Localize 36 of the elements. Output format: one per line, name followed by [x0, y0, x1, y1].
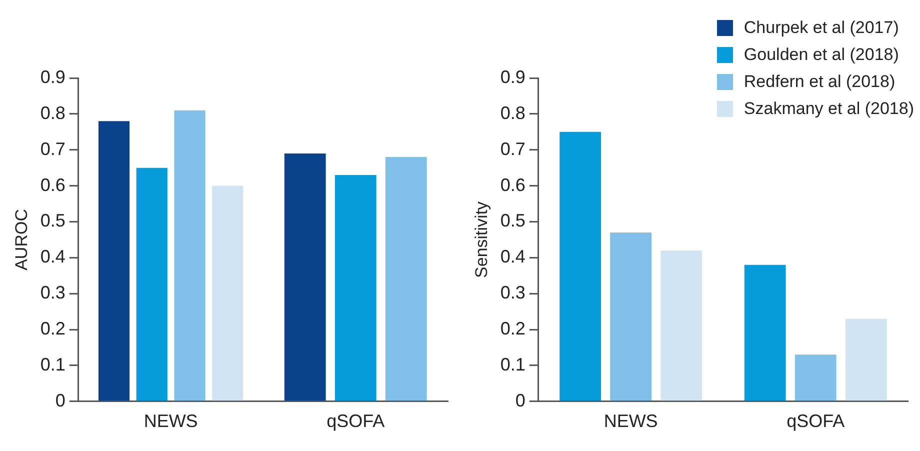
y-axis-title: AUROC — [12, 208, 31, 270]
x-tick-label: NEWS — [604, 411, 658, 432]
y-tick-label: 0.3 — [40, 282, 66, 303]
y-tick-label: 0 — [515, 390, 526, 410]
y-tick-label: 0.8 — [40, 102, 66, 123]
y-tick-label: 0.5 — [500, 210, 526, 231]
y-tick-label: 0 — [55, 390, 66, 410]
y-tick-label: 0.6 — [500, 174, 526, 195]
y-tick-label: 0.1 — [500, 354, 526, 374]
y-tick-label: 0.6 — [40, 174, 66, 195]
y-tick-label: 0.9 — [500, 66, 526, 87]
legend-label: Churpek et al (2017) — [744, 18, 899, 38]
bar — [660, 250, 702, 401]
bar — [610, 232, 652, 401]
x-tick-label: NEWS — [144, 411, 198, 432]
y-tick-label: 0.3 — [500, 282, 526, 303]
y-tick-label: 0.4 — [40, 246, 66, 267]
y-tick-label: 0.7 — [40, 138, 66, 159]
bar — [794, 354, 836, 401]
y-tick-label: 0.4 — [500, 246, 526, 267]
bar — [744, 264, 786, 401]
y-tick-label: 0.1 — [40, 354, 66, 374]
y-tick-label: 0.5 — [40, 210, 66, 231]
y-tick-label: 0.7 — [500, 138, 526, 159]
y-tick-label: 0.8 — [500, 102, 526, 123]
legend-label: Goulden et al (2018) — [744, 44, 899, 64]
y-axis-title: Sensitivity — [472, 200, 491, 278]
bar — [845, 318, 887, 401]
y-tick-label: 0.9 — [40, 66, 66, 87]
legend-label: Redfern et al (2018) — [744, 72, 896, 92]
y-tick-label: 0.2 — [500, 318, 526, 338]
y-tick-label: 0.2 — [40, 318, 66, 338]
bar — [560, 132, 602, 401]
x-tick-label: qSOFA — [326, 411, 385, 432]
legend-label: Szakmany et al (2018) — [744, 98, 914, 118]
x-tick-label: qSOFA — [786, 411, 845, 432]
